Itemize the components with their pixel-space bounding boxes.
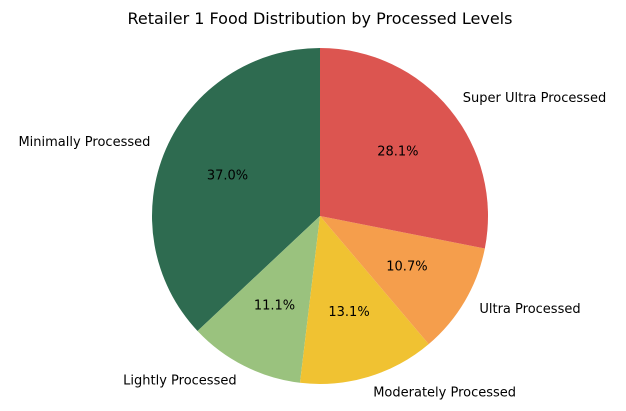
category-label-ultra-processed: Ultra Processed — [479, 302, 580, 317]
percent-label-lightly-processed: 11.1% — [254, 298, 295, 313]
category-label-lightly-processed: Lightly Processed — [123, 373, 236, 388]
category-label-minimally-processed: Minimally Processed — [18, 135, 150, 150]
pie-slice-minimally-processed — [152, 48, 320, 332]
pie-slices — [152, 48, 488, 384]
pie-slice-super-ultra-processed — [320, 48, 488, 249]
percent-label-ultra-processed: 10.7% — [386, 260, 427, 275]
category-labels: Minimally Processed Lightly Processed Mode… — [18, 91, 606, 400]
chart-title: Retailer 1 Food Distribution by Processe… — [128, 9, 513, 28]
category-label-moderately-processed: Moderately Processed — [373, 385, 516, 400]
pie-slice-lightly-processed — [197, 216, 320, 383]
category-label-super-ultra-processed: Super Ultra Processed — [463, 91, 606, 106]
percent-label-super-ultra-processed: 28.1% — [377, 144, 418, 159]
percent-labels: 37.0% 11.1% 13.1% 10.7% 28.1% — [207, 144, 428, 320]
pie-slice-moderately-processed — [299, 216, 429, 384]
pie-slice-ultra-processed — [320, 216, 485, 345]
percent-label-minimally-processed: 37.0% — [207, 168, 248, 183]
percent-label-moderately-processed: 13.1% — [328, 305, 369, 320]
